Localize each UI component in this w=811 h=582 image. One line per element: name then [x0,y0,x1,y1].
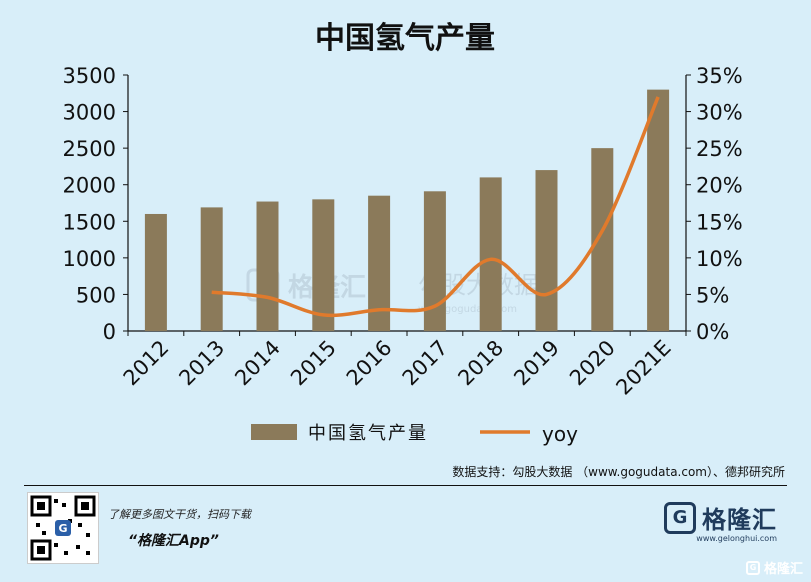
axes: 0 0% 500 5% 1000 10% 1500 15% 2000 20% 2500 25% 3000… [63,64,743,344]
x-tick-label: 2012 [119,336,174,391]
x-tick-label: 2016 [342,336,397,391]
footer-divider [24,485,787,486]
qr-pattern: G [30,495,96,561]
x-tick-labels: 2012 2013 2014 2015 2016 2017 2018 2019 20202021… [119,336,676,400]
corner-logo-icon: G [745,560,760,575]
source-note: 数据支持：勾股大数据 （www.gogudata.com）、德邦研究所 [452,465,785,479]
bar [312,199,335,331]
legend-bar-label: 中国氢气产量 [308,423,428,444]
y-tick-label-right: 15% [696,210,743,234]
bar [256,201,279,331]
legend: 中国氢气产量 yoy [251,422,578,446]
y-tick-label-left: 0 [103,320,116,344]
chart: 中国氢气产量 格隆汇 勾股大数据 www.gogudata.com 00%500… [63,21,743,446]
y-tick-label-right: 10% [696,247,743,271]
bar [591,148,614,331]
g-logo-icon: G [664,501,696,534]
x-tick-label: 2021E [611,336,675,400]
logo-text: 格隆汇 [702,506,777,534]
bar [200,207,223,331]
corner-watermark: G 格隆汇 [745,558,803,577]
y-tick-label-left: 2000 [63,174,116,198]
y-tick-label-left: 1000 [63,247,116,271]
y-tick-label-right: 25% [696,137,743,161]
x-tick-label: 2013 [174,336,229,391]
y-tick-label-left: 2500 [63,137,116,161]
bar [535,170,558,331]
svg-text:G: G [58,522,67,535]
qr-code-icon: G [27,492,99,564]
legend-bar-swatch [251,424,297,440]
bar [647,89,670,331]
line-series [211,96,660,318]
x-tick-label: 2019 [509,336,564,391]
bar [423,191,446,331]
x-tick-label: 2017 [398,336,453,391]
brand-logo: G 格隆汇 [664,500,777,535]
legend-line-label: yoy [542,422,578,446]
bar [479,177,502,331]
x-tick-label: 2014 [230,336,285,391]
bar [144,213,167,331]
y-tick-label-left: 500 [76,283,116,307]
y-tick-label-right: 20% [696,174,743,198]
y-tick-label-left: 3000 [63,101,116,125]
y-tick-label-left: 1500 [63,210,116,234]
bar-series [144,89,670,331]
y-tick-label-right: 30% [696,101,743,125]
x-tick-label: 2018 [453,336,508,391]
promo-text: 了解更多图文干货，扫码下载 [108,508,251,521]
promo-app-name: “格隆汇App” [128,533,219,549]
y-tick-label-right: 35% [696,64,743,88]
corner-watermark-text: 格隆汇 [763,562,803,577]
y-tick-label-right: 0% [696,320,729,344]
bar [368,195,391,331]
x-tick-label: 2015 [286,336,341,391]
logo-url: www.gelonghui.com [696,534,777,543]
watermark-url: www.gogudata.com [418,304,517,315]
chart-title: 中国氢气产量 [315,21,495,56]
y-tick-label-right: 5% [696,283,729,307]
y-tick-label-left: 3500 [63,64,116,88]
